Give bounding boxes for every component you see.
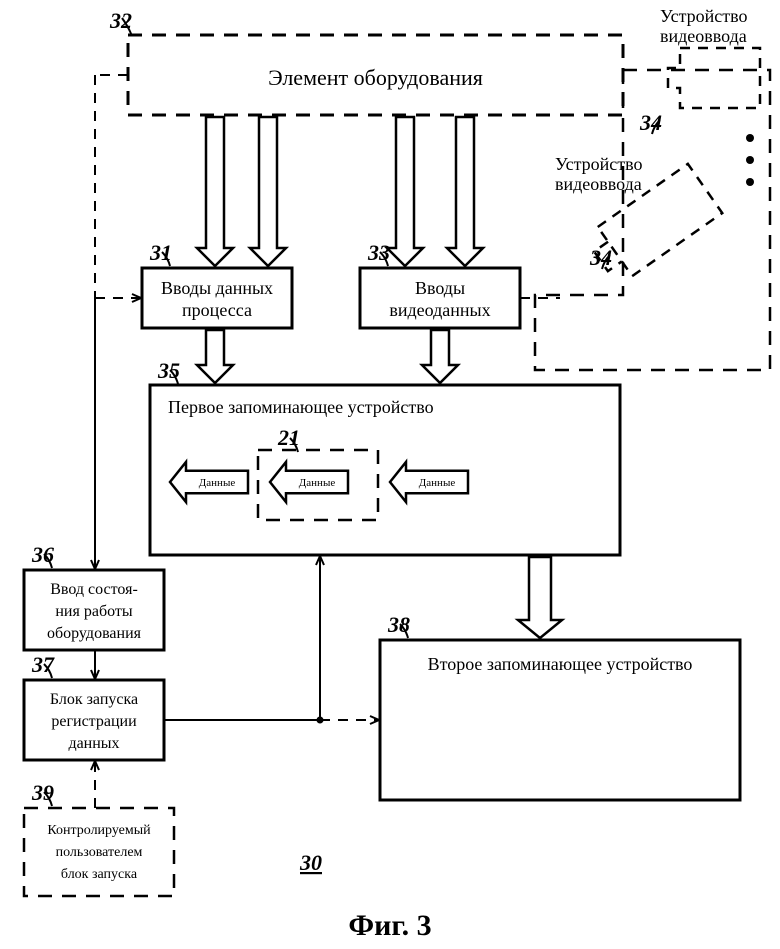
- svg-text:видеоввода: видеоввода: [555, 174, 642, 194]
- svg-text:блок запуска: блок запуска: [61, 867, 138, 882]
- svg-text:Ввод состоя-: Ввод состоя-: [50, 581, 138, 598]
- svg-text:Второе запоминающее устройство: Второе запоминающее устройство: [428, 654, 693, 674]
- svg-text:Устройство: Устройство: [555, 154, 643, 174]
- diagram: 3434УстройствовидеовводаУстройствовидеов…: [0, 0, 780, 949]
- svg-text:пользователем: пользователем: [56, 845, 143, 860]
- svg-text:Данные: Данные: [299, 477, 336, 489]
- svg-text:Блок запуска: Блок запуска: [50, 691, 138, 708]
- svg-text:Фиг. 3: Фиг. 3: [348, 909, 431, 942]
- svg-text:данных: данных: [68, 735, 119, 752]
- svg-text:видеоввода: видеоввода: [660, 26, 747, 46]
- svg-text:регистрации: регистрации: [51, 713, 137, 730]
- svg-text:Вводы данных: Вводы данных: [161, 278, 273, 298]
- svg-text:Первое запоминающее устройство: Первое запоминающее устройство: [168, 397, 434, 417]
- svg-text:видеоданных: видеоданных: [389, 300, 490, 320]
- svg-text:оборудования: оборудования: [47, 625, 142, 642]
- svg-text:Данные: Данные: [419, 477, 456, 489]
- svg-text:процесса: процесса: [182, 300, 252, 320]
- svg-text:Данные: Данные: [199, 477, 236, 489]
- svg-text:30: 30: [299, 850, 322, 875]
- svg-text:Элемент оборудования: Элемент оборудования: [268, 65, 483, 90]
- svg-text:ния работы: ния работы: [55, 603, 133, 620]
- svg-text:Вводы: Вводы: [415, 278, 465, 298]
- svg-text:Устройство: Устройство: [660, 6, 748, 26]
- svg-text:Контролируемый: Контролируемый: [47, 823, 151, 838]
